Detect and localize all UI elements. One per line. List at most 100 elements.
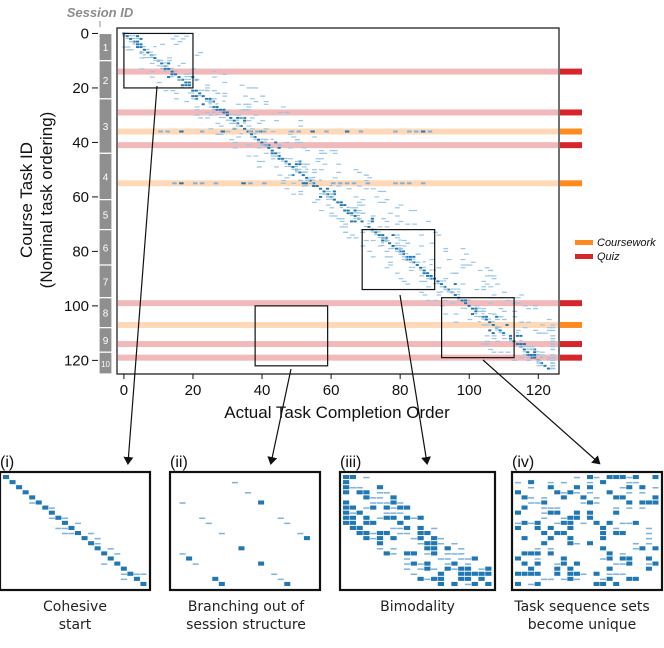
x-tick-label: 100	[457, 382, 482, 399]
heatmap-cell	[284, 160, 288, 163]
heatmap-cell	[135, 46, 140, 49]
panel-cell	[567, 566, 574, 571]
heatmap-cell	[319, 187, 323, 190]
zoom-panel-frame	[168, 470, 322, 592]
panel-cell	[410, 517, 417, 520]
panel-cell	[652, 475, 659, 480]
panel-cell	[437, 571, 445, 576]
panel-cell	[245, 492, 252, 494]
panel-cell	[424, 561, 431, 566]
heatmap-cell	[363, 188, 369, 190]
heatmap-cell	[253, 155, 259, 157]
panel-cell	[376, 517, 384, 520]
panel-cell	[458, 553, 465, 555]
heatmap-cell	[319, 169, 324, 171]
y-axis-title-line2: (Nominal task ordering)	[37, 112, 56, 289]
panel-cell	[593, 571, 600, 576]
heatmap-cell	[332, 149, 338, 152]
heatmap-cell	[255, 130, 260, 133]
heatmap-cell	[426, 274, 430, 277]
heatmap-cell	[484, 267, 490, 269]
heatmap-cell	[394, 234, 400, 236]
heatmap-cell	[529, 353, 533, 356]
heatmap-cell	[198, 51, 203, 54]
heatmap-cell	[142, 46, 147, 48]
panel-cell	[417, 525, 424, 530]
heatmap-cell	[301, 147, 307, 149]
panel-cell	[515, 571, 522, 576]
heatmap-cell	[405, 258, 409, 261]
heatmap-cell	[464, 299, 468, 302]
heatmap-cell	[256, 138, 260, 141]
heatmap-cell	[201, 95, 205, 98]
task-marker	[560, 341, 582, 348]
heatmap-cell	[446, 258, 452, 261]
panel-cell	[444, 553, 451, 555]
heatmap-cell	[533, 351, 537, 354]
heatmap-cell	[481, 313, 485, 315]
heatmap-cell	[249, 128, 255, 130]
panel-cell	[541, 507, 548, 509]
heatmap-cell	[436, 291, 442, 293]
heatmap-cell	[187, 81, 191, 84]
panel-cell	[383, 505, 390, 510]
heatmap-cell	[477, 310, 483, 312]
heatmap-cell	[218, 116, 222, 119]
heatmap-cell	[253, 133, 257, 135]
panel-cell	[61, 532, 68, 535]
panel-cell	[567, 571, 574, 576]
heatmap-cell	[222, 116, 226, 119]
heatmap-cell	[464, 302, 468, 305]
heatmap-cell	[236, 114, 241, 116]
panel-cell	[458, 571, 465, 576]
heatmap-cell	[281, 182, 286, 184]
heatmap-cell	[198, 89, 202, 91]
heatmap-cell	[426, 278, 431, 280]
heatmap-cell	[305, 168, 309, 170]
heatmap-cell	[241, 182, 246, 185]
heatmap-cell	[215, 122, 221, 124]
heatmap-cell	[522, 327, 528, 329]
heatmap-cell	[491, 278, 497, 280]
heatmap-cell	[522, 351, 526, 353]
heatmap-cell	[236, 119, 240, 121]
heatmap-cell	[450, 288, 454, 290]
heatmap-cell	[199, 182, 205, 185]
heatmap-cell	[305, 179, 311, 182]
heatmap-cell	[170, 38, 176, 40]
panel-cell	[521, 520, 528, 525]
heatmap-cell	[167, 67, 171, 70]
heatmap-cell	[263, 103, 269, 105]
heatmap-cell	[453, 283, 457, 286]
panel-cell	[417, 563, 424, 565]
heatmap-cell	[173, 35, 179, 37]
panel-cell	[444, 558, 451, 560]
heatmap-cell	[474, 307, 478, 310]
heatmap-cell	[132, 40, 136, 43]
panel-cell	[580, 502, 587, 504]
heatmap-cell	[460, 258, 466, 261]
panel-cell	[42, 505, 49, 510]
heatmap-cell	[211, 108, 216, 110]
heatmap-cell	[205, 100, 209, 102]
heatmap-cell	[481, 324, 487, 326]
heatmap-cell	[429, 269, 433, 271]
session-block	[98, 351, 113, 375]
y-axis-title-line1: Course Task ID	[17, 142, 36, 258]
heatmap-cell	[550, 327, 556, 329]
panel-cell	[547, 507, 554, 509]
heatmap-cell	[484, 343, 490, 345]
heatmap-cell	[412, 209, 418, 212]
heatmap-cell	[218, 108, 222, 111]
heatmap-cell	[377, 234, 381, 237]
heatmap-cell	[388, 261, 393, 263]
heatmap-cell	[522, 348, 526, 351]
heatmap-cell	[298, 190, 304, 193]
panel-cell	[613, 581, 620, 586]
heatmap-cell	[508, 337, 513, 340]
heatmap-cell	[246, 106, 252, 108]
heatmap-cell	[502, 318, 507, 321]
heatmap-cell	[312, 176, 316, 178]
heatmap-cell	[301, 166, 307, 168]
panel-cell	[48, 507, 55, 509]
